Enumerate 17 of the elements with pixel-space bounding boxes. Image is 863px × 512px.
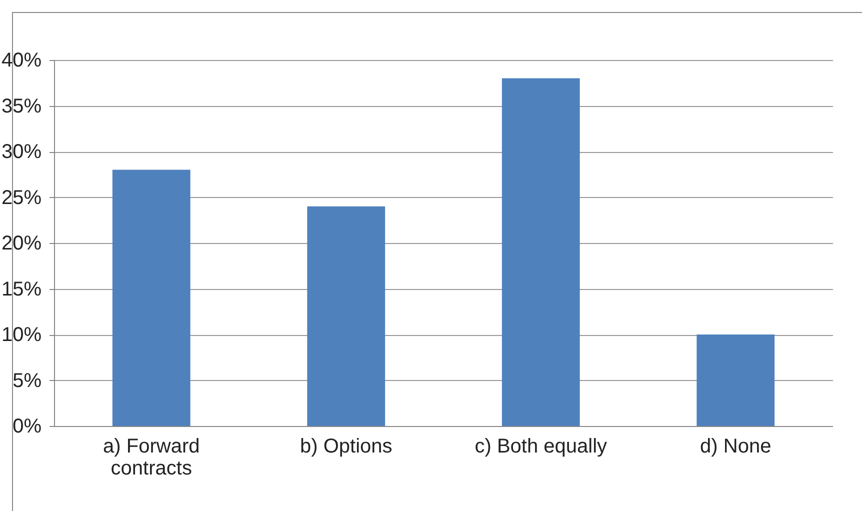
x-tick-label: d) None (700, 436, 772, 458)
x-tick-label: a) Forward contracts (103, 436, 200, 480)
y-tick-label: 30% (1, 141, 42, 163)
y-tick-label: 20% (1, 232, 42, 254)
y-tick-label: 10% (1, 324, 42, 346)
x-tick-label: c) Both equally (474, 436, 608, 458)
bar (307, 206, 386, 426)
bar (502, 78, 580, 426)
bar (696, 334, 775, 426)
y-tick-label: 40% (1, 50, 42, 72)
y-tick-label: 25% (1, 186, 42, 209)
bar (112, 170, 190, 426)
y-tick-label: 15% (1, 278, 42, 300)
y-tick-label: 5% (12, 370, 42, 392)
x-tick-label: b) Options (300, 436, 392, 458)
y-tick-label: 35% (1, 95, 42, 118)
y-tick-label: 0% (12, 416, 42, 438)
